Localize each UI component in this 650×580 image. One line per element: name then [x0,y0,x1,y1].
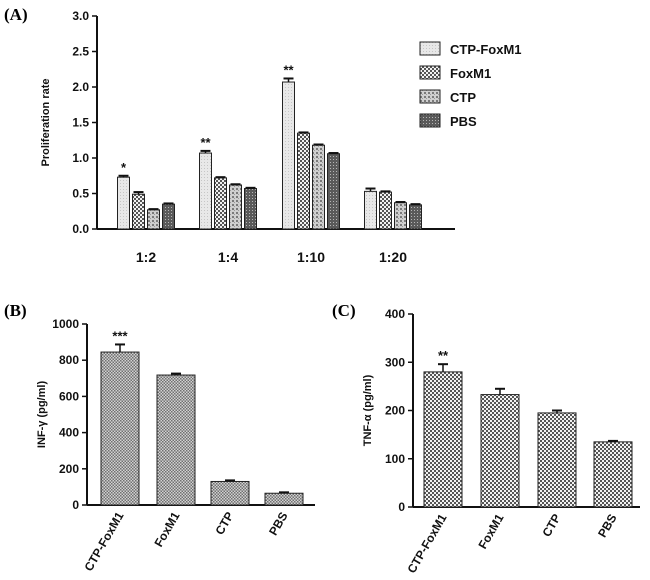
chart-b-x-tick-label: CTP [212,510,236,538]
chart-c-x-tick-label: CTP-FoxM1 [404,511,449,575]
legend-swatch-foxm1 [419,65,441,80]
chart-a-bar-pbs-1-4 [244,188,257,230]
chart-a-y-tick-label: 3.0 [72,9,89,23]
chart-c-significance: ** [438,348,449,363]
chart-c-x-tick-label: PBS [595,512,619,540]
chart-a-bar-ctp-foxm1-1-2 [117,176,130,230]
chart-b-x-tick-label: FoxM1 [151,509,182,549]
chart-a-bar-ctp-1-10 [312,144,325,230]
chart-a-bar-foxm1-1-10 [297,132,310,230]
chart-b-x-tick-label: PBS [266,510,290,538]
legend-label-ctp-foxm1: CTP-FoxM1 [450,42,522,57]
chart-a-y-axis-title: Proliferation rate [40,78,52,166]
chart-a-bar-ctp-1-20 [394,202,407,230]
chart-c-x-tick-label: FoxM1 [475,511,506,551]
legend-swatch-ctp [419,89,441,104]
chart-a-bar-pbs-1-20 [409,204,422,230]
panel-label-c: (C) [332,301,356,320]
chart-c-y-axis-title: TNF-α (pg/ml) [362,374,374,446]
chart-c-tnf-alpha: 0 100 200 300 400 TNF-α (pg/ml) ** CTP-FoxM1 Fox… [362,307,640,576]
panel-label-a: (A) [4,5,28,24]
chart-a-significance: ** [283,62,294,77]
chart-a-y-tick-label: 0.5 [72,187,89,201]
chart-c-y-tick-label: 400 [385,307,405,321]
chart-b-bar-ctp-foxm1 [100,351,140,506]
chart-a-y-tick-label: 2.5 [72,45,89,59]
chart-c-bar-pbs [593,441,633,508]
chart-a-proliferation: 0.0 0.5 1.0 1.5 2.0 2.5 3.0 Proliferation rate *… [40,9,522,265]
chart-b-y-tick-label: 600 [59,389,79,403]
chart-a-bar-foxm1-1-2 [132,193,145,230]
chart-c-bar-foxm1 [480,394,520,508]
chart-c-bar-ctp-foxm1 [423,371,463,508]
legend-swatch-ctp-foxm1 [419,41,441,56]
chart-a-y-tick-label: 2.0 [72,80,89,94]
chart-b-bar-foxm1 [156,374,196,506]
chart-c-y-tick-label: 100 [385,452,405,466]
chart-a-bar-pbs-1-2 [162,203,175,230]
chart-c-y-tick-label: 300 [385,355,405,369]
chart-b-significance: *** [112,328,128,343]
chart-b-y-tick-label: 800 [59,353,79,367]
chart-a-bar-ctp-foxm1-1-10 [282,81,295,230]
chart-c-y-tick-label: 0 [398,500,405,514]
chart-b-y-tick-label: 400 [59,426,79,440]
chart-a-y-tick-label: 0.0 [72,222,89,236]
legend-label-foxm1: FoxM1 [450,66,491,81]
legend-label-pbs: PBS [450,114,477,129]
chart-b-bar-ctp [210,480,250,506]
chart-a-bar-pbs-1-10 [327,153,340,230]
chart-a-x-tick-label: 1:2 [136,249,156,265]
chart-a-x-tick-label: 1:10 [297,249,325,265]
chart-a-significance: * [121,160,127,175]
chart-c-x-tick-label: CTP [539,512,563,540]
chart-a-bar-ctp-foxm1-1-4 [199,152,212,230]
chart-b-y-tick-label: 1000 [52,317,79,331]
chart-a-bar-ctp-1-2 [147,209,160,230]
chart-a-y-tick-label: 1.0 [72,151,89,165]
chart-b-y-tick-label: 0 [72,498,79,512]
chart-a-x-tick-label: 1:20 [379,249,407,265]
chart-c-y-tick-label: 200 [385,404,405,418]
chart-a-y-tick-label: 1.5 [72,116,89,130]
chart-a-bar-foxm1-1-20 [379,191,392,230]
chart-b-y-axis-title: INF-γ (pg/ml) [36,381,48,449]
chart-b-bar-pbs [264,492,304,506]
legend-label-ctp: CTP [450,90,476,105]
chart-c-bar-ctp [537,412,577,508]
chart-a-bar-foxm1-1-4 [214,177,227,230]
chart-a-x-tick-label: 1:4 [218,249,238,265]
panel-label-b: (B) [4,301,27,320]
chart-b-x-tick-label: CTP-FoxM1 [81,509,126,573]
chart-b-y-tick-label: 200 [59,462,79,476]
chart-a-bar-ctp-foxm1-1-20 [364,190,377,230]
chart-a-significance: ** [200,135,211,150]
chart-a-bar-ctp-1-4 [229,184,242,230]
chart-b-inf-gamma: 0 200 400 600 800 1000 INF-γ (pg/ml) *** CTP-Fox… [36,317,315,574]
legend-swatch-pbs [419,113,441,128]
